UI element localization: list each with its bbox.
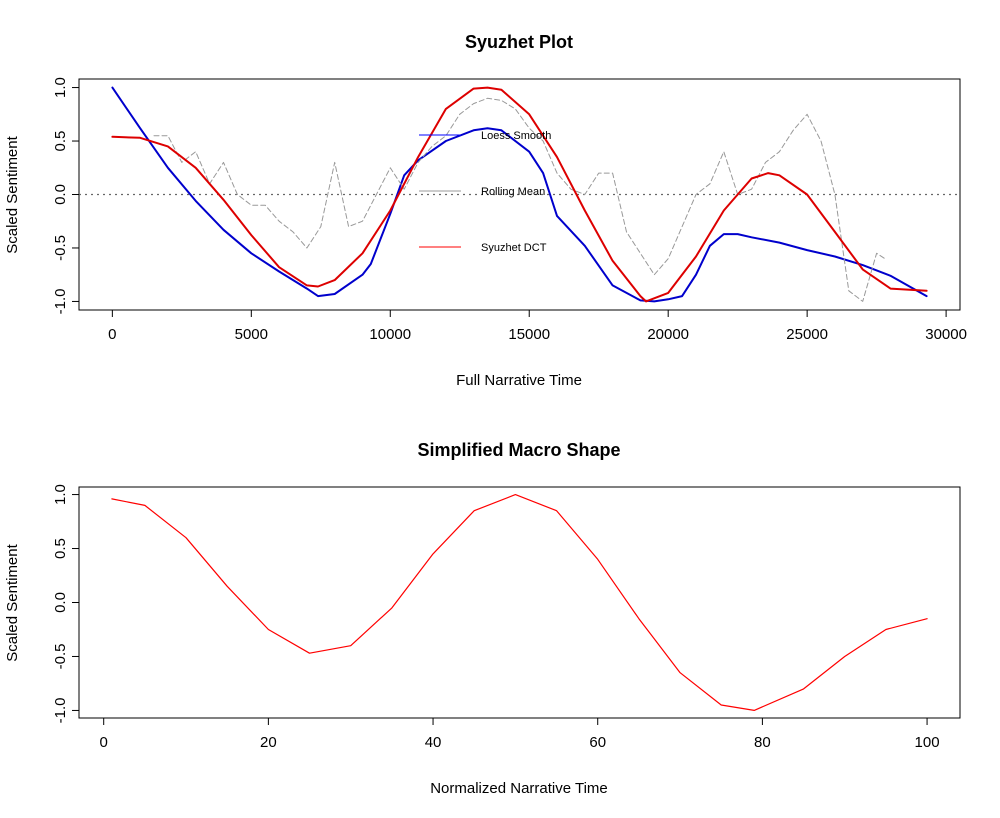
legend: Loess Smooth Rolling Mean Syuzhet DCT [419, 130, 551, 254]
legend-label: Syuzhet DCT [481, 242, 547, 254]
y-tick-label: 0.0 [52, 592, 69, 613]
x-tick-label: 15000 [508, 326, 550, 343]
x-axis-label: Full Narrative Time [456, 372, 582, 389]
y-tick-label: -1.0 [52, 698, 69, 724]
x-tick-label: 0 [100, 734, 108, 751]
y-tick-label: 1.0 [52, 77, 69, 98]
series-line-loess-smooth [111, 86, 928, 303]
x-tick-label: 25000 [786, 326, 828, 343]
y-tick-label: 0.5 [52, 131, 69, 152]
x-tick-label: 0 [108, 326, 116, 343]
y-axis-label: Scaled Sentiment [4, 543, 21, 661]
x-tick-label: 30000 [925, 326, 967, 343]
chart-title: Simplified Macro Shape [417, 440, 620, 460]
series-line-rolling-mean [153, 97, 886, 302]
x-tick-label: 20000 [647, 326, 689, 343]
y-tick-label: 0.0 [52, 184, 69, 205]
plot-frame [78, 486, 961, 719]
x-axis: 0 5000 10000 15000 20000 25000 30000 [108, 309, 967, 343]
series-line-syuzhet-dct [111, 86, 928, 303]
y-axis: -1.0 -0.5 0.0 0.5 1.0 [52, 77, 80, 315]
x-tick-label: 100 [915, 734, 940, 751]
x-tick-label: 5000 [235, 326, 268, 343]
y-tick-label: -0.5 [52, 644, 69, 670]
x-axis-label: Normalized Narrative Time [430, 780, 608, 797]
series-layer [111, 86, 928, 303]
x-tick-label: 40 [425, 734, 442, 751]
series-line-shape [111, 494, 928, 711]
series-layer [111, 494, 928, 711]
y-axis: -1.0 -0.5 0.0 0.5 1.0 [52, 484, 80, 724]
y-tick-label: 1.0 [52, 484, 69, 505]
x-axis: 0 20 40 60 80 100 [100, 717, 940, 751]
legend-label: Loess Smooth [481, 130, 551, 142]
x-tick-label: 80 [754, 734, 771, 751]
chart-title: Syuzhet Plot [465, 32, 573, 52]
x-tick-label: 60 [589, 734, 606, 751]
x-tick-label: 20 [260, 734, 277, 751]
syuzhet-plot-panel: Syuzhet Plot 0 5000 10000 15000 20000 25000 30… [4, 32, 967, 389]
y-tick-label: -1.0 [52, 289, 69, 315]
y-tick-label: 0.5 [52, 538, 69, 559]
y-axis-label: Scaled Sentiment [4, 135, 21, 253]
legend-label: Rolling Mean [481, 186, 545, 198]
macro-shape-panel: Simplified Macro Shape 0 20 40 60 80 100 -1.0… [4, 440, 961, 797]
x-tick-label: 10000 [369, 326, 411, 343]
y-tick-label: -0.5 [52, 235, 69, 261]
